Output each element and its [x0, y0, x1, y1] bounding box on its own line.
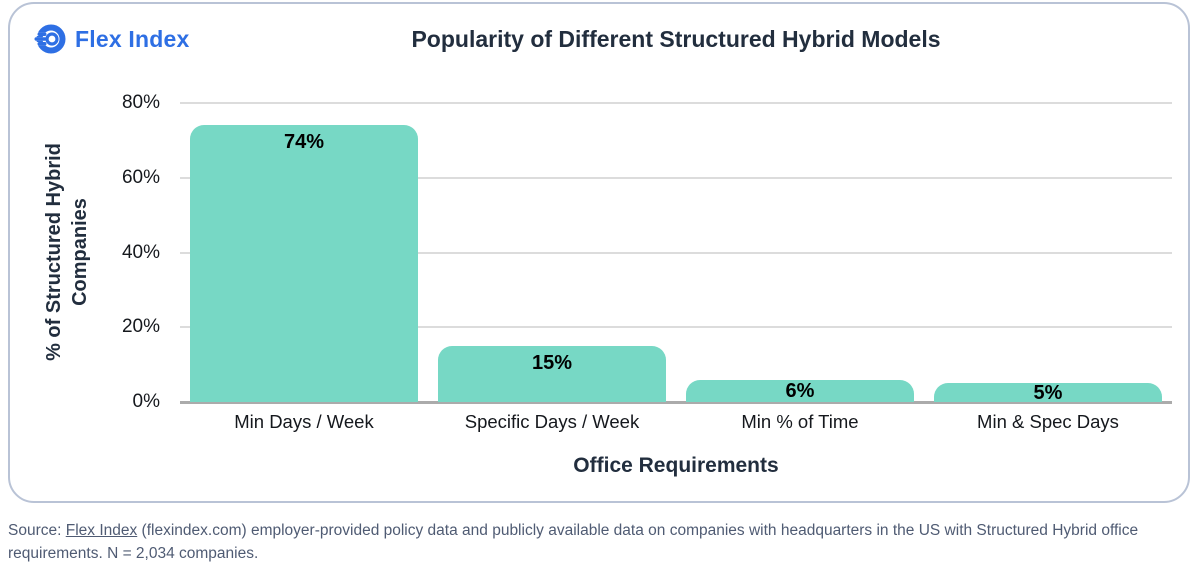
bar-value-label: 74%: [283, 131, 325, 154]
gridline: [180, 251, 1172, 254]
source-text: Source: Flex Index (flexindex.com) emplo…: [8, 520, 1158, 565]
x-category-label: Min % of Time: [741, 411, 859, 432]
y-axis-ticks: 0% 20% 40% 60% 80%: [100, 92, 170, 412]
bar-1: 74%: [190, 125, 418, 402]
plot-area: 74% 15% 6% 5%: [180, 102, 1172, 404]
gridline: [180, 176, 1172, 179]
x-category-label: Min & Spec Days: [977, 411, 1119, 432]
x-axis-ticks: Min Days / Week Specific Days / Week Min %…: [180, 411, 1172, 435]
bar-4: 5%: [934, 381, 1162, 404]
chart-card: Flex Index Popularity of Different Struc…: [8, 2, 1190, 503]
bar-value-label: 5%: [1033, 381, 1063, 404]
x-axis-line: [180, 401, 1172, 404]
x-category-label: Min Days / Week: [234, 411, 374, 432]
gridline: [180, 326, 1172, 329]
bar-value-label: 6%: [785, 379, 815, 402]
source-suffix: (flexindex.com) employer-provided policy…: [8, 522, 1139, 562]
flex-index-logo-text: Flex Index: [75, 25, 190, 52]
source-link[interactable]: Flex Index: [65, 522, 138, 539]
source-prefix: Source:: [8, 522, 66, 539]
bar-2: 15%: [438, 345, 666, 402]
x-axis-title: Office Requirements: [573, 454, 779, 477]
flex-index-logo: Flex Index: [32, 22, 189, 56]
y-tick-label: 40%: [121, 241, 160, 263]
gridline: [180, 102, 1172, 104]
y-tick-label: 60%: [121, 166, 160, 188]
y-axis-title: % of Structured Hybrid Companies: [43, 143, 91, 361]
y-tick-label: 20%: [121, 316, 160, 338]
flex-index-logo-icon: [32, 22, 66, 56]
bar-value-label: 15%: [531, 351, 573, 374]
y-tick-label: 80%: [121, 92, 160, 113]
chart-title: Popularity of Different Structured Hybri…: [411, 26, 941, 52]
x-category-label: Specific Days / Week: [464, 411, 640, 432]
bar-3: 6%: [686, 379, 914, 402]
y-tick-label: 0%: [132, 391, 160, 412]
